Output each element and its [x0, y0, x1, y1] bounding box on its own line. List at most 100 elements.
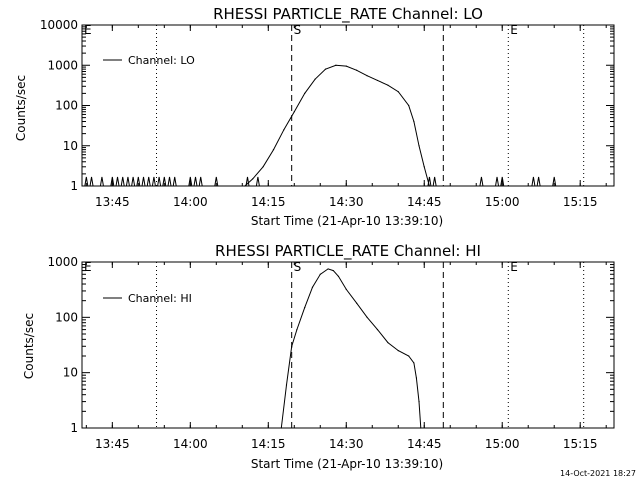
background-spike — [110, 176, 115, 187]
series-point — [272, 149, 275, 151]
x-tick-label: 15:15 — [563, 437, 598, 451]
background-spike — [115, 176, 120, 187]
chart-panel-lo: RHESSI PARTICLE_RATE Channel: LO Counts/… — [14, 5, 615, 228]
marker-label: E — [510, 260, 518, 274]
x-tick-label: 14:30 — [329, 437, 364, 451]
series-point — [366, 316, 368, 318]
series-point — [376, 329, 379, 331]
y-tick-label: 1000 — [47, 58, 78, 72]
legend: Channel: HI — [103, 292, 192, 305]
series-point — [397, 91, 399, 93]
y-tick-label: 1 — [70, 421, 78, 435]
marker-label: E — [84, 260, 92, 274]
series-point — [418, 400, 420, 403]
marker-lines — [81, 262, 585, 428]
background-spike — [188, 176, 193, 187]
background-spike — [531, 176, 536, 187]
series-point — [356, 302, 358, 304]
x-tick-label: 15:00 — [485, 437, 520, 451]
series-point — [345, 65, 347, 67]
series-point — [376, 79, 379, 82]
x-tick-label: 14:00 — [173, 195, 208, 209]
marker-label: E — [510, 23, 518, 37]
chart-panel-hi: RHESSI PARTICLE_RATE Channel: HI Counts/… — [22, 242, 615, 471]
x-tick-label: 13:45 — [95, 437, 130, 451]
marker-label: E — [84, 23, 92, 37]
series-layer — [84, 64, 557, 187]
background-spike — [495, 176, 500, 187]
series-point — [366, 75, 368, 77]
series-point — [332, 269, 334, 272]
marker-label: S — [294, 260, 302, 274]
series-point — [311, 286, 314, 288]
series-point — [356, 69, 358, 71]
x-tick-label: 14:30 — [329, 195, 364, 209]
x-tick-label: 14:15 — [251, 437, 286, 451]
series-point — [262, 166, 264, 168]
y-axis-label: Counts/sec — [22, 313, 36, 379]
background-spike — [167, 176, 172, 187]
background-spike — [84, 176, 89, 187]
x-tick-label: 14:45 — [407, 195, 442, 209]
background-spike — [151, 176, 156, 187]
legend-label: Channel: HI — [128, 292, 192, 305]
x-tick-label: 14:15 — [251, 195, 286, 209]
background-spike — [198, 176, 203, 187]
series-point — [345, 288, 347, 290]
x-tick-label: 15:15 — [563, 195, 598, 209]
series-point — [413, 120, 415, 123]
tick-labels: 13:45 14:00 14:15 14:30 14:45 15:00 15:15 1 10 10… — [47, 255, 597, 451]
background-spike — [120, 176, 125, 187]
chart-title: RHESSI PARTICLE_RATE Channel: HI — [215, 242, 481, 261]
series-point — [387, 341, 389, 344]
series-point — [283, 129, 285, 131]
series-point — [408, 104, 410, 107]
background-spike — [255, 176, 260, 187]
series-point — [413, 362, 415, 364]
legend: Channel: LO — [103, 54, 195, 67]
y-axis-label: Counts/sec — [14, 75, 28, 141]
axes-ticks — [82, 24, 614, 187]
y-tick-label: 1000 — [47, 255, 78, 269]
background-spike — [146, 176, 151, 187]
background-spike — [427, 176, 432, 187]
x-axis-label: Start Time (21-Apr-10 13:39:10) — [251, 457, 443, 471]
background-spike — [99, 176, 104, 187]
background-spike — [432, 176, 437, 187]
plot-frame — [81, 24, 615, 187]
y-tick-label: 10 — [63, 366, 78, 380]
marker-label: S — [294, 23, 302, 37]
tick-labels: 13:45 14:00 14:15 14:30 14:45 15:00 15:15 1 10 10… — [40, 18, 598, 209]
plot-frame — [81, 261, 615, 429]
chart-title: RHESSI PARTICLE_RATE Channel: LO — [213, 5, 483, 24]
background-spike — [125, 176, 130, 187]
series-point — [423, 166, 425, 168]
legend-label: Channel: LO — [128, 54, 195, 67]
background-spike — [552, 176, 557, 187]
render-timestamp: 14-Oct-2021 18:27 — [560, 469, 636, 478]
background-spike — [500, 176, 505, 187]
series-point — [252, 178, 254, 180]
y-tick-label: 1 — [70, 179, 78, 193]
series-point — [293, 111, 295, 113]
x-tick-label: 14:00 — [173, 437, 208, 451]
series-point — [296, 329, 298, 331]
y-tick-label: 100 — [55, 310, 78, 324]
background-spike — [479, 176, 484, 187]
series-point — [324, 68, 327, 70]
series-point — [327, 268, 329, 270]
background-spike — [162, 176, 167, 187]
background-spike — [536, 176, 541, 187]
series-point — [418, 145, 420, 147]
background-spike — [214, 176, 219, 187]
series-point — [335, 64, 337, 66]
x-tick-label: 15:00 — [485, 195, 520, 209]
y-tick-label: 10 — [63, 139, 78, 153]
series-point — [285, 384, 288, 386]
y-tick-label: 10000 — [40, 18, 78, 32]
series-layer — [280, 268, 422, 429]
axes-ticks — [82, 261, 614, 429]
series-point — [415, 377, 418, 379]
